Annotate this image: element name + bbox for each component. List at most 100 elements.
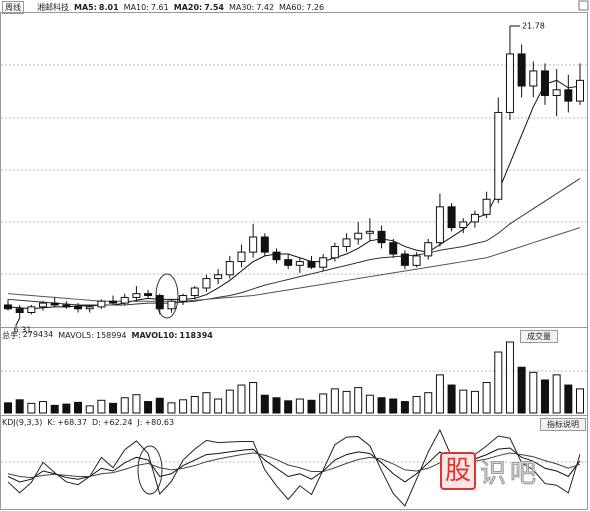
price-header: 周线 湘邮科技 MA5: 8.01 MA10: 7.61 MA20: 7.54 MA30: 7…: [2, 1, 324, 14]
ma-label: MA10:: [123, 3, 149, 12]
ma-value: 7.61: [150, 3, 169, 12]
candle-body: [564, 89, 573, 102]
volume-bar: [552, 374, 561, 414]
ma-label: MA20:: [173, 3, 203, 12]
kdj-panel: [0, 415, 588, 510]
candle-body: [225, 261, 234, 276]
indicator-button[interactable]: 指标说明: [540, 418, 586, 431]
volume-bar: [400, 401, 409, 414]
volume-bar: [39, 401, 48, 414]
candle-body: [190, 287, 199, 297]
candle-body: [167, 300, 176, 310]
volume-bar: [295, 398, 304, 414]
stock-name: 湘邮科技: [37, 3, 69, 12]
candle-body: [132, 293, 141, 298]
volume-bar: [307, 399, 316, 414]
corner-icon: [578, 0, 589, 11]
candle-body: [494, 111, 503, 200]
candle-body: [470, 213, 479, 223]
candle-body: [237, 251, 246, 263]
ma-value: 7.26: [306, 3, 325, 12]
volume-bar: [3, 402, 13, 414]
volume-bar: [424, 392, 433, 414]
volume-bar: [529, 371, 538, 414]
volume-bar: [459, 389, 468, 414]
candle-body: [260, 236, 269, 253]
candle-body: [389, 242, 398, 255]
high-label: 21.78: [522, 22, 545, 31]
candle-body: [412, 255, 421, 266]
volume-bar: [15, 399, 24, 414]
candle-body: [319, 257, 328, 268]
candle-body: [295, 261, 304, 266]
candle-body: [74, 306, 83, 310]
volume-bar: [575, 388, 585, 414]
candle-body: [27, 306, 36, 314]
highlight-circle: [137, 445, 163, 495]
watermark-rest: 识吧: [480, 458, 541, 489]
volume-bar: [167, 402, 176, 414]
ma-label: MA5:: [74, 3, 97, 12]
volume-bar: [365, 394, 374, 414]
volume-bar: [179, 399, 188, 414]
volume-bar: [132, 394, 141, 414]
candle-body: [155, 295, 164, 310]
candle-body: [400, 253, 409, 266]
candle-body: [85, 306, 94, 310]
candle-body: [120, 296, 129, 304]
volume-bar: [97, 399, 106, 414]
candle-body: [447, 206, 456, 229]
candle-body: [3, 304, 13, 310]
candle-body: [97, 300, 106, 308]
kdj-label: K:: [47, 418, 56, 427]
volume-bar: [494, 351, 503, 414]
candle-body: [50, 302, 59, 306]
volume-value: 279434: [22, 330, 54, 339]
ma-readout: MA10: 7.61: [124, 3, 169, 12]
volume-bar: [319, 393, 328, 414]
kdj-readout: D: +62.24: [92, 418, 132, 427]
candle-body: [342, 238, 351, 247]
low-marker: [15, 317, 21, 327]
volume-bar: [342, 390, 351, 414]
candle-body: [365, 230, 374, 234]
candle-body: [214, 274, 223, 280]
volume-bar: [505, 341, 514, 414]
ma-readout: MA60: 7.26: [279, 3, 324, 12]
volume-header: 总手: 279434 MAVOL5: 158994 MAVOL10: 118394: [2, 330, 213, 341]
candle-body: [307, 261, 316, 268]
volume-bar: [540, 379, 549, 414]
volume-readout: 总手: 279434: [2, 330, 53, 341]
volume-bar: [389, 398, 398, 414]
candle-body: [62, 304, 71, 308]
volume-bar: [85, 405, 94, 414]
kdj-value: +62.24: [102, 418, 133, 427]
kdj-line: [7, 447, 581, 483]
volume-bar: [517, 366, 526, 414]
kdj-label: J:: [137, 418, 143, 427]
kdj-title: KDJ(9,3,3): [2, 418, 43, 427]
volume-bar: [214, 398, 223, 414]
ma-readout: MA20: 7.54: [174, 3, 224, 12]
volume-bar: [237, 384, 246, 414]
volume-value: 158994: [95, 331, 127, 340]
ma-value: 7.42: [256, 3, 275, 12]
ma-label: MA60:: [279, 3, 305, 12]
candle-body: [575, 79, 585, 102]
volume-bar: [120, 397, 129, 414]
volume-bar: [447, 384, 456, 414]
ma-readout: MA5: 8.01: [74, 3, 119, 12]
candle-body: [179, 295, 188, 302]
volume-button[interactable]: 成交量: [520, 330, 558, 343]
volume-bar: [50, 404, 59, 414]
candle-body: [377, 230, 386, 244]
volume-bar: [272, 397, 281, 414]
candle-body: [330, 245, 339, 259]
period: 周线: [2, 1, 24, 14]
kdj-value: +68.37: [57, 418, 87, 427]
kdj-line: [7, 428, 581, 507]
volume-bar: [482, 382, 491, 414]
candle-body: [435, 206, 444, 244]
moving-average: [7, 178, 581, 306]
ma-readout: MA30: 7.42: [229, 3, 274, 12]
